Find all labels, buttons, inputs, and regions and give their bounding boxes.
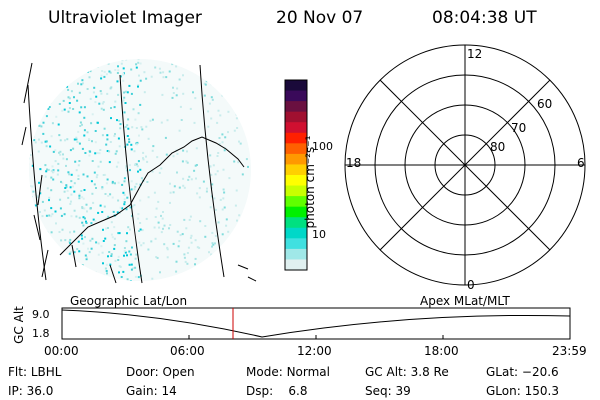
colorbar-swatch [285, 206, 307, 218]
colorbar-label: photon cm⁻²s⁻¹ [303, 135, 317, 229]
plot-xtick: 18:00 [424, 344, 459, 358]
colorbar-swatch [285, 164, 307, 176]
colorbar-swatch [285, 143, 307, 155]
status-gc-alt: GC Alt: 3.8 Re [365, 365, 449, 379]
colorbar-swatch [285, 90, 307, 102]
status-filter: Flt: LBHL [8, 365, 62, 379]
header-date: 20 Nov 07 [276, 8, 364, 28]
colorbar-swatch [285, 259, 307, 271]
polar-label-18: 18 [346, 156, 362, 170]
polar-lat-label: 80 [490, 140, 506, 154]
meridian-line [119, 74, 143, 284]
status-seq: Seq: 39 [365, 384, 411, 398]
coastline-fragments [21, 62, 257, 284]
polar-label-6: 6 [577, 156, 585, 170]
plot-ytick: 9.0 [32, 308, 50, 321]
colorbar [284, 79, 308, 271]
colorbar-swatch [285, 217, 307, 229]
meridian-line [199, 64, 225, 278]
colorbar-swatch [285, 111, 307, 123]
colorbar-tick: 10 [312, 228, 326, 241]
colorbar-swatch [285, 175, 307, 187]
colorbar-tick: 100 [312, 140, 333, 153]
status-mode: Mode: Normal [246, 365, 330, 379]
colorbar-swatch [285, 132, 307, 144]
colorbar-swatch [285, 248, 307, 261]
status-ip: IP: 36.0 [8, 384, 54, 398]
plot-ytick: 1.8 [32, 327, 50, 340]
colorbar-swatch [285, 122, 307, 134]
status-gain: Gain: 14 [126, 384, 177, 398]
polar-lat-label: 70 [511, 121, 527, 135]
meridian-line [27, 84, 47, 281]
colorbar-swatch [285, 80, 307, 92]
colorbar-swatch [285, 238, 307, 250]
plot-ylabel: GC Alt [12, 306, 26, 344]
plot-xtick: 23:59 [552, 344, 587, 358]
colorbar-swatch [285, 196, 307, 208]
colorbar-swatch [285, 153, 307, 166]
status-glat: GLat: −20.6 [486, 365, 559, 379]
altitude-plot [61, 307, 571, 340]
plot-right-label: Apex MLat/MLT [420, 294, 510, 308]
status-door: Door: Open [126, 365, 195, 379]
header-time: 08:04:38 UT [432, 8, 537, 28]
polar-label-0: 0 [467, 278, 475, 292]
uv-image-panel [21, 59, 257, 284]
polar-lat-label: 60 [537, 97, 553, 111]
plot-xtick: 00:00 [44, 344, 79, 358]
coastline [59, 136, 245, 256]
status-glon: GLon: 150.3 [486, 384, 559, 398]
colorbar-swatch [285, 227, 307, 239]
colorbar-swatch [285, 101, 307, 113]
polar-grid [344, 44, 586, 286]
colorbar-swatch [285, 185, 307, 197]
altitude-curve [61, 309, 571, 338]
plot-left-label: Geographic Lat/Lon [70, 294, 188, 308]
plot-xtick: 06:00 [170, 344, 205, 358]
app-title: Ultraviolet Imager [48, 8, 202, 28]
polar-label-12: 12 [467, 47, 483, 61]
status-dsp: Dsp: 6.8 [246, 384, 308, 398]
plot-xtick: 12:00 [297, 344, 332, 358]
